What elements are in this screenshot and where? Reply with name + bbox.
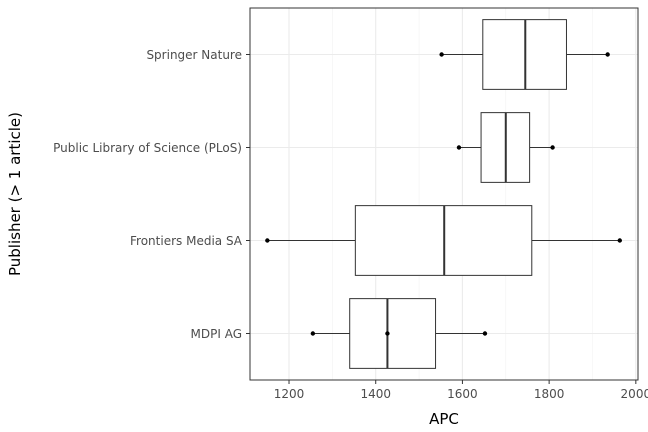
plot-panel xyxy=(250,8,638,380)
x-axis-title: APC xyxy=(429,410,459,428)
x-tick-label: 1400 xyxy=(360,387,391,401)
y-tick-labels: MDPI AG Frontiers Media SA Public Library … xyxy=(53,48,250,341)
data-point xyxy=(605,52,610,57)
data-point xyxy=(385,331,390,336)
box-public-library-of-science-plos xyxy=(456,112,555,183)
iqr-box xyxy=(349,298,437,369)
boxes xyxy=(265,19,622,369)
y-tick-label: MDPI AG xyxy=(191,327,242,341)
data-point xyxy=(310,331,316,336)
data-point xyxy=(439,52,444,57)
x-tick-labels: 1200 1400 1600 1800 2000 xyxy=(274,380,648,401)
data-point xyxy=(265,238,270,243)
box-mdpi-ag xyxy=(310,298,488,369)
data-point xyxy=(617,238,622,243)
y-tick-label: Frontiers Media SA xyxy=(130,234,243,248)
x-tick-label: 1600 xyxy=(447,387,478,401)
data-point xyxy=(456,145,462,150)
y-tick-label: Springer Nature xyxy=(146,48,242,62)
box-springer-nature xyxy=(439,19,610,90)
y-axis-title: Publisher (> 1 article) xyxy=(6,112,24,276)
plot-border xyxy=(249,7,639,381)
data-point xyxy=(482,331,488,336)
x-tick-label: 1200 xyxy=(274,387,305,401)
x-tick-label: 2000 xyxy=(621,387,648,401)
x-tick-label: 1800 xyxy=(534,387,565,401)
y-tick-label: Public Library of Science (PLoS) xyxy=(53,141,242,155)
data-point xyxy=(550,145,555,150)
box-frontiers-media-sa xyxy=(265,205,622,276)
